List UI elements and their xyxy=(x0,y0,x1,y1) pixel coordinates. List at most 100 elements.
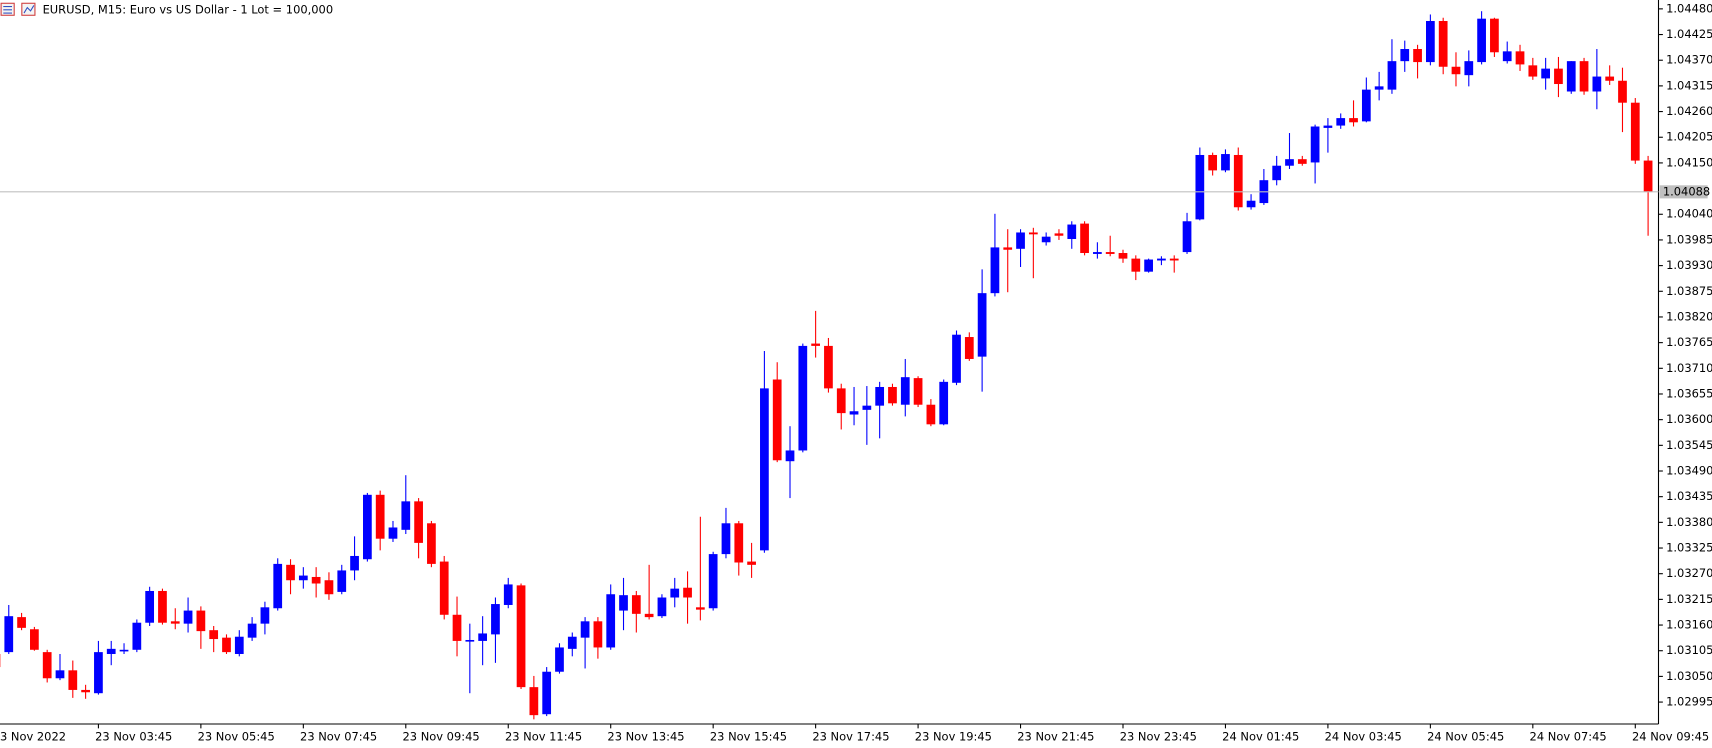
last-price-box xyxy=(1659,185,1708,199)
candle-body xyxy=(939,381,949,425)
candle-body xyxy=(593,621,603,648)
candle-body xyxy=(132,622,142,650)
candle-body xyxy=(824,345,833,389)
candle-body xyxy=(1605,76,1615,81)
y-tick-label: 1.03490 xyxy=(1666,464,1712,478)
candle-body xyxy=(145,590,155,623)
candle-body xyxy=(1374,86,1384,90)
candle-body xyxy=(68,670,78,690)
y-tick-label: 1.04425 xyxy=(1666,27,1712,41)
x-tick-label: 23 Nov 11:45 xyxy=(505,730,582,744)
candle-body xyxy=(721,523,731,555)
icon-line xyxy=(23,5,35,14)
y-tick-label: 1.03160 xyxy=(1666,618,1712,632)
candle-body xyxy=(990,247,1000,294)
y-tick-label: 1.04040 xyxy=(1666,207,1712,221)
candle-body xyxy=(1515,51,1525,65)
candle-body xyxy=(311,576,321,584)
candle-body xyxy=(926,404,936,425)
candle-body xyxy=(977,293,987,357)
candle-body xyxy=(1028,232,1038,235)
candle-body xyxy=(1208,154,1218,171)
candle-body xyxy=(1387,61,1397,90)
candle-body xyxy=(1285,159,1294,166)
candle-body xyxy=(427,523,436,564)
candle-body xyxy=(324,580,334,595)
candle-body xyxy=(1566,61,1576,92)
candle-body xyxy=(1144,259,1153,272)
x-tick-label: 23 Nov 2022 xyxy=(0,730,66,744)
x-tick-label: 24 Nov 07:45 xyxy=(1530,730,1607,744)
candle-body xyxy=(183,610,193,624)
candle-body xyxy=(798,345,808,451)
candle-body xyxy=(196,610,206,632)
candle-body xyxy=(631,595,641,614)
candle-body xyxy=(1630,102,1640,161)
candle-body xyxy=(1157,258,1166,261)
candle-body xyxy=(1426,21,1435,63)
y-tick-label: 1.03215 xyxy=(1666,592,1712,606)
header: EURUSD, M15: Euro vs US Dollar - 1 Lot =… xyxy=(0,2,333,16)
x-tick-label: 24 Nov 09:45 xyxy=(1632,730,1709,744)
candle-body xyxy=(849,411,859,415)
candle-body xyxy=(1400,49,1410,62)
candle-body xyxy=(657,597,667,617)
candle-body xyxy=(1361,89,1371,122)
x-tick-label: 23 Nov 21:45 xyxy=(1017,730,1094,744)
candle-body xyxy=(158,590,167,623)
candle-body xyxy=(1349,118,1358,123)
candle-body xyxy=(1310,126,1320,163)
y-tick-label: 1.04370 xyxy=(1666,53,1712,67)
candle-body xyxy=(298,575,308,581)
x-tick-label: 23 Nov 09:45 xyxy=(403,730,480,744)
candle-body xyxy=(1464,61,1474,76)
candle-body xyxy=(273,563,283,609)
candle-body xyxy=(1003,247,1013,250)
candle-body xyxy=(1502,51,1512,62)
candle-body xyxy=(785,450,795,462)
candle-body xyxy=(875,386,885,406)
candle-body xyxy=(1246,200,1256,208)
y-tick-label: 1.03380 xyxy=(1666,515,1712,529)
candle-body xyxy=(1067,224,1077,240)
candle-body xyxy=(1541,68,1551,79)
candle-body xyxy=(452,614,462,641)
candle-body xyxy=(734,523,744,563)
y-tick-label: 1.04315 xyxy=(1666,78,1712,92)
x-tick-label: 23 Nov 05:45 xyxy=(198,730,275,744)
x-tick-label: 24 Nov 03:45 xyxy=(1325,730,1402,744)
y-tick-label: 1.03875 xyxy=(1666,284,1712,298)
candle-body xyxy=(81,689,90,693)
candle-body xyxy=(42,652,52,679)
x-tick-label: 23 Nov 07:45 xyxy=(300,730,377,744)
y-tick-label: 1.04480 xyxy=(1666,1,1712,15)
candle-body xyxy=(363,494,372,560)
candle-body xyxy=(55,670,65,679)
y-tick-label: 1.04260 xyxy=(1666,104,1712,118)
y-tick-label: 1.03545 xyxy=(1666,438,1712,452)
candle-body xyxy=(465,639,475,642)
candle-body xyxy=(286,564,295,581)
candle-body xyxy=(1105,252,1115,254)
x-tick-label: 23 Nov 13:45 xyxy=(607,730,684,744)
candle-body xyxy=(401,501,411,530)
candle-body xyxy=(1297,159,1307,164)
y-tick-label: 1.03710 xyxy=(1666,361,1712,375)
candle-body xyxy=(478,633,488,641)
candle-body xyxy=(1643,160,1653,192)
y-tick-label: 1.03325 xyxy=(1666,541,1712,555)
candle-body xyxy=(1131,258,1141,272)
x-tick-label: 23 Nov 03:45 xyxy=(95,730,172,744)
candle-body xyxy=(337,570,347,592)
candle-body xyxy=(94,652,103,694)
candle-body xyxy=(1233,154,1243,208)
candle-body xyxy=(30,629,39,650)
candle-body xyxy=(209,630,219,640)
candle-body xyxy=(580,621,590,638)
candle-body xyxy=(811,343,820,346)
candle-body xyxy=(222,637,231,653)
candle-body xyxy=(670,588,680,598)
